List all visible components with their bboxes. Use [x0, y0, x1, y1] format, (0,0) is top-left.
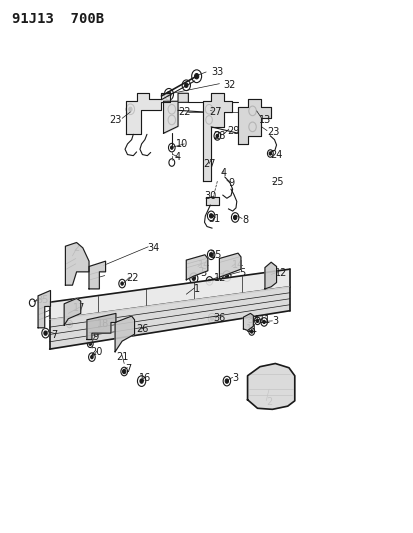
Text: 23: 23 — [266, 127, 279, 136]
Polygon shape — [219, 253, 240, 277]
Text: 23: 23 — [109, 115, 122, 125]
Circle shape — [210, 316, 213, 320]
Polygon shape — [264, 262, 276, 289]
Circle shape — [90, 356, 93, 359]
Text: 20: 20 — [90, 347, 102, 357]
Circle shape — [250, 330, 252, 333]
Text: 12: 12 — [214, 273, 226, 283]
Polygon shape — [89, 261, 105, 289]
Circle shape — [216, 134, 218, 138]
Text: 7: 7 — [125, 364, 131, 374]
Text: 31: 31 — [208, 214, 220, 223]
Text: 16: 16 — [138, 374, 151, 383]
Text: 24: 24 — [270, 150, 282, 159]
Text: 14: 14 — [197, 260, 209, 270]
Circle shape — [140, 327, 143, 330]
Polygon shape — [50, 287, 289, 349]
Text: 19: 19 — [88, 332, 100, 342]
Text: 22: 22 — [126, 273, 138, 283]
Text: 8: 8 — [242, 215, 247, 224]
Text: 91J13  700B: 91J13 700B — [12, 12, 104, 26]
Text: 5: 5 — [238, 268, 245, 278]
Polygon shape — [38, 290, 50, 328]
Circle shape — [192, 276, 195, 280]
Circle shape — [194, 74, 198, 79]
Text: 26: 26 — [136, 324, 149, 334]
Text: 12: 12 — [275, 268, 287, 278]
Polygon shape — [87, 313, 116, 340]
Text: 11: 11 — [258, 315, 271, 325]
Circle shape — [184, 83, 188, 87]
Text: 2: 2 — [73, 244, 80, 253]
Text: 36: 36 — [213, 313, 225, 323]
Text: 17: 17 — [73, 303, 85, 313]
Text: 1: 1 — [193, 284, 199, 294]
Polygon shape — [50, 269, 289, 320]
Circle shape — [208, 279, 210, 282]
Circle shape — [209, 253, 212, 257]
Circle shape — [166, 92, 171, 97]
Circle shape — [209, 214, 212, 218]
Text: 5: 5 — [200, 268, 206, 278]
Text: 4: 4 — [220, 168, 226, 178]
Circle shape — [262, 320, 265, 324]
Circle shape — [122, 369, 126, 374]
Circle shape — [68, 322, 71, 326]
Text: 34: 34 — [147, 243, 159, 253]
Circle shape — [225, 274, 228, 278]
Circle shape — [89, 342, 91, 345]
Text: 18: 18 — [97, 319, 109, 328]
Text: 15: 15 — [209, 250, 222, 260]
Polygon shape — [115, 316, 134, 352]
Polygon shape — [202, 93, 231, 181]
Text: 30: 30 — [204, 191, 216, 201]
Circle shape — [170, 146, 173, 149]
Text: 28: 28 — [213, 131, 225, 141]
Text: 29: 29 — [227, 126, 240, 135]
Text: 4: 4 — [175, 152, 180, 162]
Text: 22: 22 — [178, 107, 190, 117]
Text: 21: 21 — [116, 352, 128, 362]
Polygon shape — [247, 364, 294, 409]
Circle shape — [256, 319, 258, 322]
Text: 13: 13 — [258, 115, 271, 125]
Text: 7: 7 — [50, 330, 57, 340]
Polygon shape — [64, 298, 81, 325]
Polygon shape — [163, 93, 188, 133]
Text: 27: 27 — [209, 107, 221, 117]
Text: 33: 33 — [211, 67, 223, 77]
Text: 27: 27 — [202, 159, 215, 168]
Text: 32: 32 — [223, 80, 235, 90]
Text: 11: 11 — [246, 324, 258, 334]
Text: 34: 34 — [247, 315, 259, 325]
Text: 35: 35 — [36, 295, 48, 304]
Polygon shape — [237, 99, 271, 144]
Circle shape — [225, 379, 228, 383]
Polygon shape — [126, 93, 169, 134]
Circle shape — [233, 215, 236, 220]
Circle shape — [44, 331, 47, 335]
Text: 9: 9 — [228, 178, 234, 188]
Polygon shape — [243, 313, 253, 330]
Polygon shape — [186, 255, 207, 280]
Text: 2: 2 — [265, 398, 272, 407]
Circle shape — [121, 282, 123, 285]
Text: 3: 3 — [272, 317, 278, 326]
Polygon shape — [206, 197, 219, 205]
Text: 25: 25 — [271, 177, 283, 187]
Text: 3: 3 — [232, 374, 237, 383]
Circle shape — [128, 107, 132, 111]
Polygon shape — [65, 243, 89, 285]
Text: 10: 10 — [176, 139, 188, 149]
Text: 14: 14 — [232, 260, 244, 270]
Circle shape — [268, 152, 271, 155]
Circle shape — [140, 379, 143, 383]
